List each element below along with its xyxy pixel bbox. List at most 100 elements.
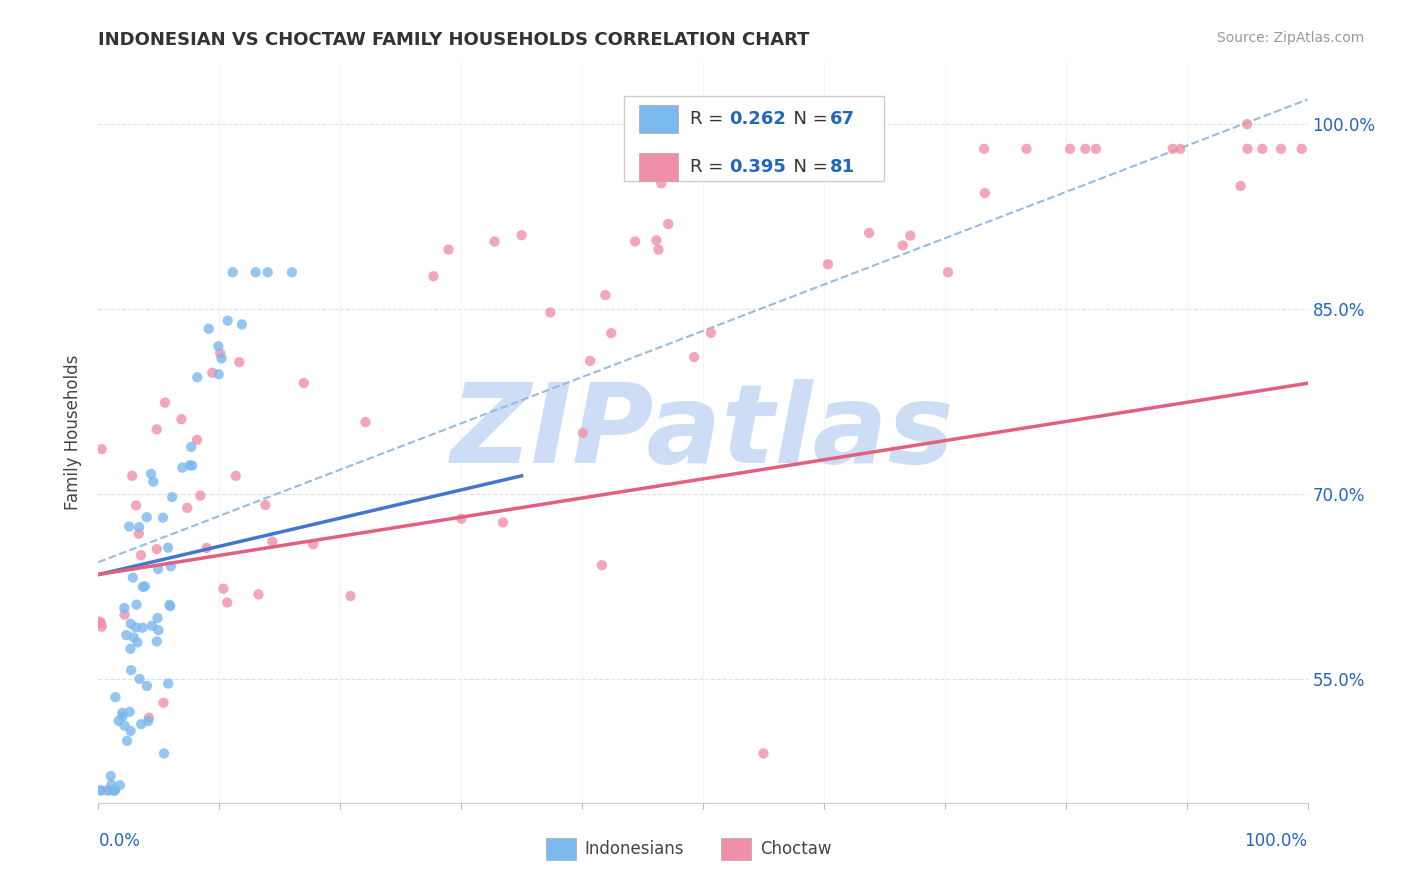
Point [1015,142,1038,156]
Text: 100.0%: 100.0% [1244,832,1308,850]
Point [668,169,690,184]
Point [572,425,595,440]
Point [156,541,179,555]
Point [159,559,181,574]
Point [973,186,995,200]
Point [228,355,250,369]
Point [195,541,218,555]
Point [1059,142,1081,156]
Point [538,305,561,319]
Point [231,318,253,332]
Point [354,415,377,429]
Text: INDONESIAN VS CHOCTAW FAMILY HOUSEHOLDS CORRELATION CHART: INDONESIAN VS CHOCTAW FAMILY HOUSEHOLDS … [98,31,810,49]
Text: 81: 81 [830,158,855,176]
Point [186,370,208,384]
Point [752,747,775,761]
Point [152,696,174,710]
Point [1236,117,1258,131]
Point [118,705,141,719]
Point [225,468,247,483]
Point [120,663,142,677]
Point [108,778,131,792]
Point [645,234,668,248]
FancyBboxPatch shape [546,838,576,860]
Point [1236,142,1258,156]
Point [125,620,148,634]
Point [103,783,125,797]
Point [142,475,165,489]
Point [600,326,623,341]
Point [90,783,112,797]
Point [292,376,315,391]
Point [159,599,181,613]
Point [118,519,141,533]
Point [858,226,880,240]
Point [254,498,277,512]
Text: R =: R = [690,158,728,176]
Point [1074,142,1097,156]
Point [159,598,181,612]
Point [138,711,160,725]
Point [132,580,155,594]
Point [450,512,472,526]
Point [100,778,122,792]
Point [131,621,153,635]
Point [1270,142,1292,156]
Point [820,142,842,156]
FancyBboxPatch shape [638,153,678,181]
Point [96,783,118,797]
Point [115,734,138,748]
Point [107,714,129,728]
Point [591,558,613,573]
Point [153,395,176,409]
Point [700,326,723,340]
Point [100,769,122,783]
Point [134,579,156,593]
Point [170,412,193,426]
Point [842,142,865,156]
Point [720,142,742,156]
Point [211,351,233,366]
Point [221,265,243,279]
Text: 0.0%: 0.0% [98,832,141,850]
Point [129,717,152,731]
Point [104,783,127,797]
Text: 0.395: 0.395 [730,158,786,176]
Point [98,783,121,797]
Point [146,611,169,625]
Point [624,235,647,249]
Point [1291,142,1313,156]
Point [115,628,138,642]
Point [125,499,148,513]
Point [139,467,162,481]
Text: ZIPatlas: ZIPatlas [451,379,955,486]
Point [188,489,211,503]
Point [281,265,304,279]
Point [104,690,127,705]
Point [179,458,201,473]
Point [90,620,112,634]
Point [579,354,602,368]
Point [152,510,174,524]
Point [186,433,208,447]
Point [1161,142,1184,156]
Point [1251,142,1274,156]
Point [650,177,672,191]
Point [207,339,229,353]
Point [856,142,879,156]
Point [145,422,167,436]
Point [245,265,267,279]
Point [128,672,150,686]
Point [172,460,194,475]
Point [339,589,361,603]
Point [148,623,170,637]
Point [120,641,142,656]
Point [181,458,204,473]
Point [128,526,150,541]
Point [136,714,159,728]
Point [141,618,163,632]
Point [157,676,180,690]
Point [1168,142,1191,156]
Point [647,243,669,257]
Point [209,346,232,360]
